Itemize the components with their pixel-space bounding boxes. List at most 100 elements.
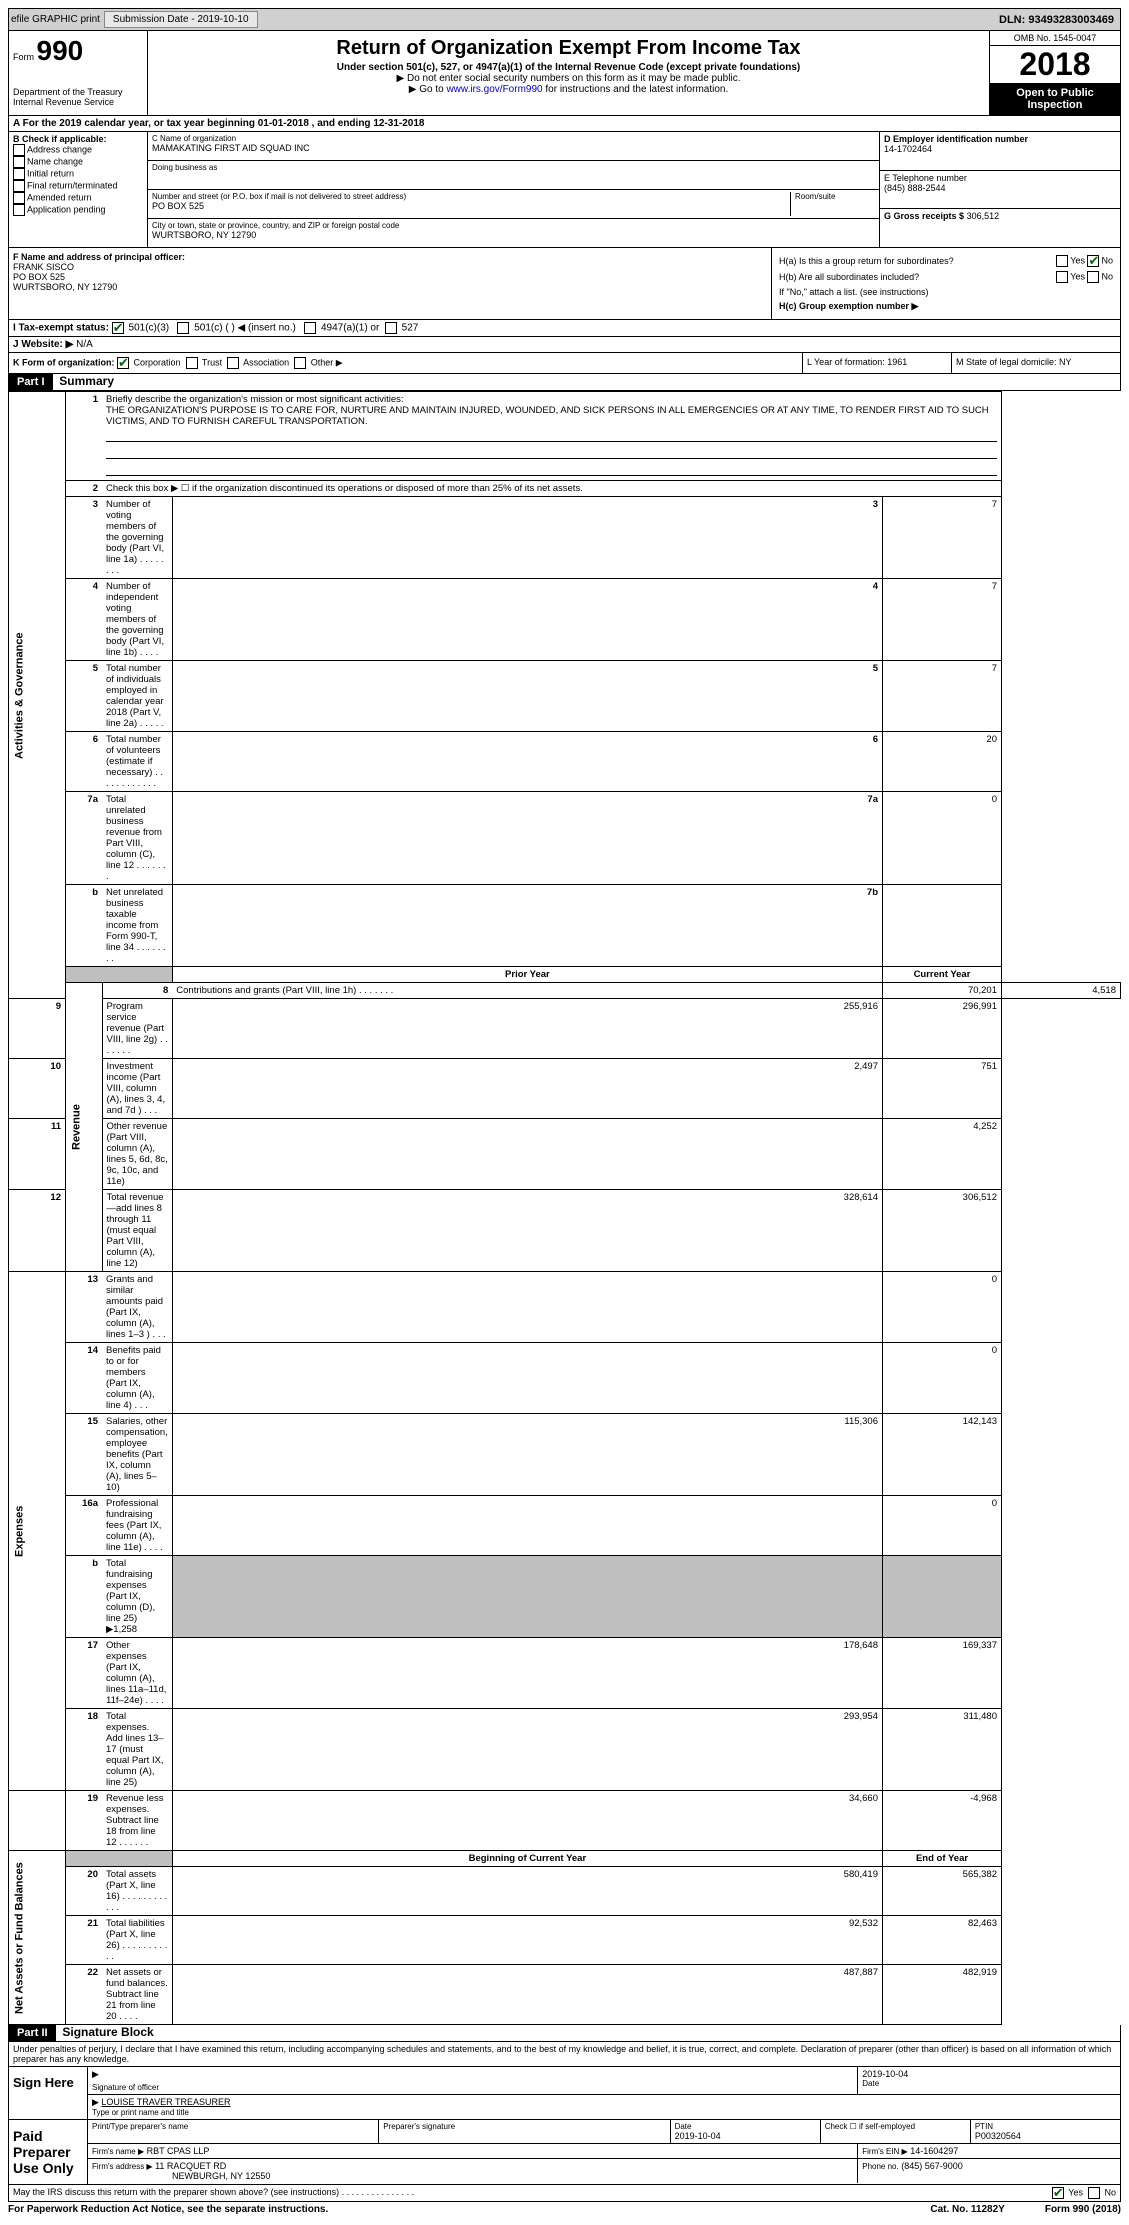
- penalties-text: Under penalties of perjury, I declare th…: [8, 2042, 1121, 2067]
- sig-officer-cell: ▶ Signature of officer: [88, 2067, 858, 2094]
- inspection-label: Open to Public Inspection: [990, 83, 1120, 115]
- r5-val: 7: [883, 661, 1002, 732]
- efile-label: efile GRAPHIC print: [11, 14, 100, 25]
- ha-label: H(a) Is this a group return for subordin…: [778, 254, 1020, 268]
- cb-final[interactable]: Final return/terminated: [13, 180, 143, 192]
- main-title: Return of Organization Exempt From Incom…: [152, 37, 985, 60]
- r16a-c: 0: [883, 1496, 1002, 1556]
- cb-other[interactable]: [294, 357, 306, 369]
- r15-p: 115,306: [172, 1414, 882, 1496]
- r3-text: Number of voting members of the governin…: [102, 497, 172, 579]
- r18-c: 311,480: [883, 1709, 1002, 1791]
- title-block: Form 990 Department of the Treasury Inte…: [8, 31, 1121, 116]
- line1: Briefly describe the organization's miss…: [102, 392, 1002, 481]
- r7a-val: 0: [883, 792, 1002, 885]
- row-i: I Tax-exempt status: 501(c)(3) 501(c) ( …: [8, 320, 1121, 337]
- ha-yes[interactable]: [1056, 255, 1068, 267]
- row-klm: K Form of organization: Corporation Trus…: [8, 353, 1121, 374]
- efile-header: efile GRAPHIC print Submission Date - 20…: [8, 8, 1121, 31]
- r7b-text: Net unrelated business taxable income fr…: [102, 885, 172, 967]
- section-f: F Name and address of principal officer:…: [9, 248, 772, 319]
- city-cell: City or town, state or province, country…: [148, 219, 879, 247]
- discuss-yes[interactable]: [1052, 2187, 1064, 2199]
- line2-num: 2: [66, 481, 103, 497]
- r12-text: Total revenue—add lines 8 through 11 (mu…: [102, 1190, 172, 1272]
- phone-cell: E Telephone number (845) 888-2544: [880, 171, 1120, 210]
- subtitle-1: Under section 501(c), 527, or 4947(a)(1)…: [152, 62, 985, 73]
- r5-text: Total number of individuals employed in …: [102, 661, 172, 732]
- vert-net: Net Assets or Fund Balances: [9, 1851, 66, 2025]
- hb-yes[interactable]: [1056, 271, 1068, 283]
- f-label: F Name and address of principal officer:: [13, 252, 767, 262]
- ptin-cell: PTINP00320564: [971, 2120, 1120, 2143]
- section-l: L Year of formation: 1961: [803, 353, 952, 373]
- r9-text: Program service revenue (Part VIII, line…: [102, 999, 172, 1059]
- org-name: MAMAKATING FIRST AID SQUAD INC: [152, 143, 875, 153]
- r13-p: [172, 1272, 882, 1343]
- section-k: K Form of organization: Corporation Trus…: [9, 353, 803, 373]
- ein-label: D Employer identification number: [884, 134, 1116, 144]
- firm-phone-cell: Phone no. (845) 567-9000: [858, 2159, 1120, 2183]
- title-left: Form 990 Department of the Treasury Inte…: [9, 31, 148, 115]
- footer-mid: Cat. No. 11282Y: [930, 2204, 1004, 2215]
- b-label: B Check if applicable:: [13, 134, 143, 144]
- gross-value: 306,512: [967, 211, 1000, 221]
- r11-p: [172, 1119, 882, 1190]
- r16a-text: Professional fundraising fees (Part IX, …: [102, 1496, 172, 1556]
- omb-label: OMB No. 1545-0047: [990, 31, 1120, 46]
- cb-pending[interactable]: Application pending: [13, 204, 143, 216]
- form-label: Form: [13, 52, 34, 62]
- cb-501c[interactable]: [177, 322, 189, 334]
- r19-c: -4,968: [883, 1791, 1002, 1851]
- r8-p: 70,201: [883, 983, 1002, 999]
- cb-4947[interactable]: [304, 322, 316, 334]
- r6-text: Total number of volunteers (estimate if …: [102, 732, 172, 792]
- prep-sig-cell: Preparer's signature: [379, 2120, 670, 2143]
- r9-p: 255,916: [172, 999, 882, 1059]
- r8-c: 4,518: [1002, 983, 1121, 999]
- gross-cell: G Gross receipts $ 306,512: [880, 209, 1120, 247]
- row-j: J Website: ▶ N/A: [8, 337, 1121, 353]
- r11-c: 4,252: [883, 1119, 1002, 1190]
- org-name-cell: C Name of organization MAMAKATING FIRST …: [148, 132, 879, 161]
- part2-badge: Part II: [9, 2025, 56, 2041]
- submission-button[interactable]: Submission Date - 2019-10-10: [104, 11, 258, 28]
- r21-p: 92,532: [172, 1916, 882, 1965]
- ha-no[interactable]: [1087, 255, 1099, 267]
- cb-initial[interactable]: Initial return: [13, 168, 143, 180]
- officer-addr1: PO BOX 525: [13, 272, 767, 282]
- part1-title: Summary: [59, 374, 114, 388]
- cb-name[interactable]: Name change: [13, 156, 143, 168]
- paid-prep-label: Paid Preparer Use Only: [9, 2120, 88, 2184]
- r12-p: 328,614: [172, 1190, 882, 1272]
- r20-text: Total assets (Part X, line 16) . . . . .…: [102, 1867, 172, 1916]
- r10-p: 2,497: [172, 1059, 882, 1119]
- addr-cell: Number and street (or P.O. box if mail i…: [148, 190, 879, 219]
- cb-527[interactable]: [385, 322, 397, 334]
- sign-here-label: Sign Here: [9, 2067, 88, 2119]
- name-title-cell: ▶ LOUISE TRAVER TREASURER Type or print …: [88, 2095, 1120, 2119]
- r8-text: Contributions and grants (Part VIII, lin…: [172, 983, 882, 999]
- addr-value: PO BOX 525: [152, 201, 790, 211]
- hb-no[interactable]: [1087, 271, 1099, 283]
- r4-val: 7: [883, 579, 1002, 661]
- r18-text: Total expenses. Add lines 13–17 (must eq…: [102, 1709, 172, 1791]
- line2-text: Check this box ▶ ☐ if the organization d…: [102, 481, 1002, 497]
- room-label: Room/suite: [790, 192, 875, 216]
- cb-addr[interactable]: Address change: [13, 144, 143, 156]
- r14-p: [172, 1343, 882, 1414]
- col-c: C Name of organization MAMAKATING FIRST …: [148, 132, 879, 247]
- cb-corp[interactable]: [117, 357, 129, 369]
- form990-link[interactable]: www.irs.gov/Form990: [446, 84, 542, 95]
- ha-yesno: Yes No: [1022, 254, 1114, 268]
- ein-value: 14-1702464: [884, 144, 1116, 154]
- cb-amended[interactable]: Amended return: [13, 192, 143, 204]
- r11-text: Other revenue (Part VIII, column (A), li…: [102, 1119, 172, 1190]
- city-value: WURTSBORO, NY 12790: [152, 230, 875, 240]
- cb-trust[interactable]: [186, 357, 198, 369]
- r22-c: 482,919: [883, 1965, 1002, 2025]
- cb-501c3[interactable]: [112, 322, 124, 334]
- end-year-head: End of Year: [883, 1851, 1002, 1867]
- cb-assoc[interactable]: [227, 357, 239, 369]
- discuss-no[interactable]: [1088, 2187, 1100, 2199]
